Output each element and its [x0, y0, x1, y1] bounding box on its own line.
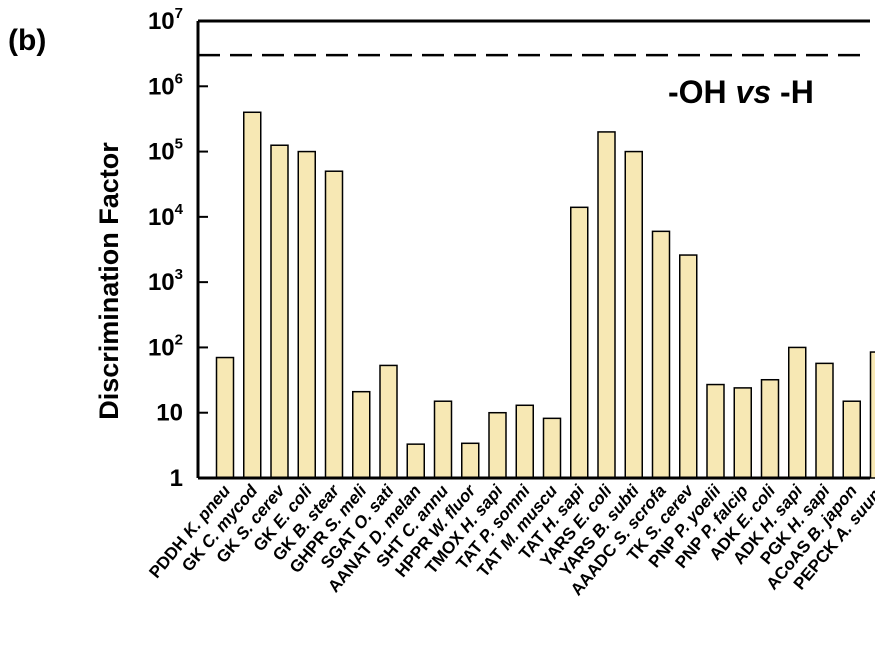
bar: [815, 362, 834, 479]
bar: [869, 351, 875, 479]
bar: [542, 417, 562, 479]
y-tick-label: 1: [170, 465, 183, 492]
panel-label: (b): [8, 24, 46, 57]
bar: [760, 378, 780, 479]
bar: [433, 400, 453, 479]
annotation-part3: -H: [771, 74, 814, 110]
y-tick-label: 103: [148, 266, 183, 296]
bar: [597, 131, 616, 479]
y-ticks: 1 10 102 103 104 105 106 107: [148, 5, 208, 492]
bar: [679, 254, 698, 479]
y-tick-label: 105: [148, 136, 183, 166]
y-tick-label: 10: [156, 400, 183, 427]
bar: [515, 404, 534, 479]
y-tick-label: 107: [148, 5, 183, 35]
bar: [788, 346, 807, 479]
plot-frame: [196, 19, 870, 480]
annotation-part1: -OH: [668, 74, 736, 110]
bar: [215, 356, 235, 479]
annotation-vs: vs: [736, 74, 772, 110]
bar: [733, 387, 752, 479]
bar: [570, 206, 589, 479]
bar: [842, 400, 861, 479]
bar: [706, 383, 725, 479]
y-axis-label: Discrimination Factor: [94, 142, 124, 420]
y-tick-label: 104: [148, 201, 184, 231]
bar: [352, 390, 371, 479]
y-tick-label: 106: [148, 70, 183, 100]
bar: [379, 364, 398, 479]
bar: [270, 144, 289, 479]
bar: [488, 411, 507, 479]
bar: [624, 150, 643, 479]
bar: [461, 442, 480, 479]
bar: [651, 230, 671, 479]
bar: [297, 150, 316, 479]
y-tick-label: 102: [148, 331, 183, 361]
bar: [406, 443, 425, 479]
bar: [324, 170, 344, 479]
bar: [243, 111, 262, 479]
bars-layer: [215, 111, 875, 479]
annotation: -OH vs -H: [668, 74, 814, 110]
